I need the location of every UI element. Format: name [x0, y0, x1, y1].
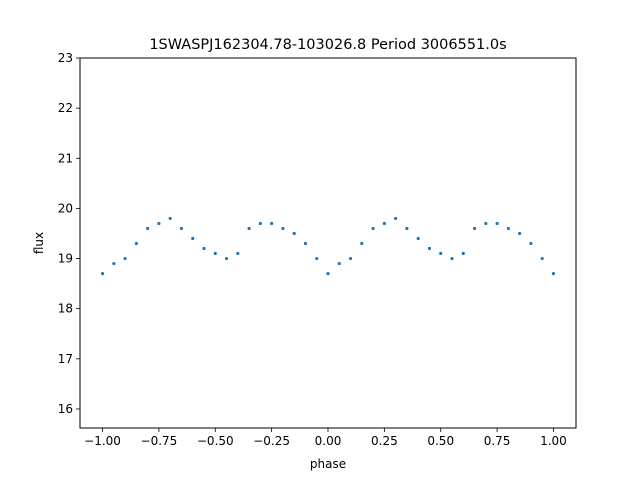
- data-point: [461, 251, 465, 256]
- x-tick-label: 0.75: [484, 434, 511, 448]
- y-tick-label: 21: [58, 151, 73, 165]
- y-tick-label: 17: [58, 352, 73, 366]
- data-point: [450, 256, 454, 261]
- data-point: [112, 261, 116, 266]
- data-point: [540, 256, 544, 261]
- data-point: [202, 246, 206, 251]
- y-axis-label: flux: [32, 232, 46, 254]
- y-tick-label: 19: [58, 252, 73, 266]
- data-point: [100, 271, 105, 276]
- y-tick-label: 20: [58, 201, 73, 215]
- data-point: [123, 256, 127, 261]
- points-layer: [100, 216, 556, 276]
- data-point: [495, 221, 499, 226]
- x-tick-label: −0.50: [197, 434, 234, 448]
- data-point: [247, 226, 251, 231]
- data-point: [382, 221, 386, 226]
- data-point: [303, 241, 308, 246]
- data-point: [224, 256, 229, 261]
- data-point: [236, 251, 240, 256]
- data-point: [292, 231, 296, 236]
- data-point: [506, 226, 510, 231]
- x-tick-label: −0.25: [253, 434, 290, 448]
- x-axis: −1.00 −0.75 −0.50 −0.25 0.00 0.25 0.50 0.75 1.00: [84, 428, 567, 448]
- x-tick-label: 0.25: [371, 434, 398, 448]
- x-tick-label: 1.00: [540, 434, 567, 448]
- y-tick-label: 18: [58, 302, 73, 316]
- x-tick-label: −0.75: [141, 434, 178, 448]
- data-point: [270, 221, 274, 226]
- data-point: [191, 236, 195, 241]
- x-tick-label: −1.00: [84, 434, 121, 448]
- data-point: [360, 241, 364, 246]
- y-axis: 16 17 18 19 20 21 22 23: [58, 51, 80, 416]
- data-point: [405, 226, 409, 231]
- data-point: [348, 256, 353, 261]
- chart-title: 1SWASPJ162304.78-103026.8 Period 3006551…: [149, 37, 506, 53]
- data-point: [326, 271, 330, 276]
- data-point: [394, 216, 398, 221]
- data-point: [315, 256, 319, 261]
- data-point: [213, 251, 217, 256]
- data-point: [472, 226, 477, 231]
- data-point: [168, 216, 172, 221]
- data-point: [157, 221, 161, 226]
- data-point: [484, 221, 488, 226]
- x-axis-label: phase: [310, 457, 346, 471]
- data-point: [146, 226, 150, 231]
- data-point: [134, 241, 138, 246]
- y-tick-label: 23: [58, 51, 73, 65]
- data-point: [258, 221, 262, 226]
- data-point: [337, 261, 341, 266]
- y-tick-label: 16: [58, 402, 73, 416]
- y-tick-label: 22: [58, 101, 73, 115]
- data-point: [518, 231, 522, 236]
- data-point: [439, 251, 443, 256]
- data-point: [416, 236, 420, 241]
- x-tick-label: 0.50: [427, 434, 454, 448]
- data-point: [551, 271, 556, 276]
- data-point: [529, 241, 533, 246]
- data-point: [179, 226, 184, 231]
- x-tick-label: 0.00: [315, 434, 342, 448]
- data-point: [427, 246, 432, 251]
- data-point: [281, 226, 285, 231]
- data-point: [371, 226, 375, 231]
